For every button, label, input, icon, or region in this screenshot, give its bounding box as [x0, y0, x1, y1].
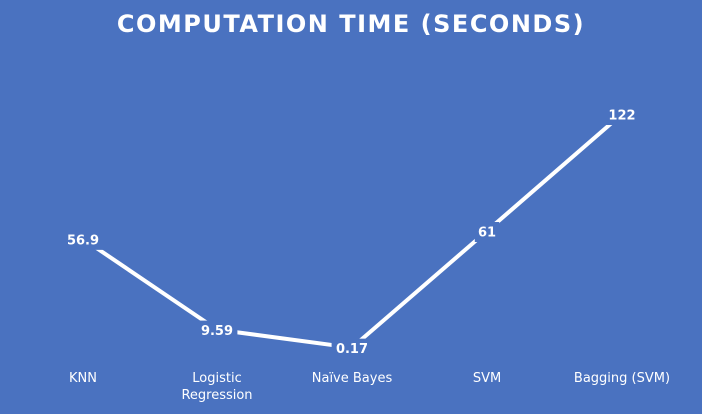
- chart-title: COMPUTATION TIME (SECONDS): [117, 10, 585, 38]
- series-line: [81, 112, 624, 350]
- data-label-3: 61: [478, 226, 496, 241]
- drop-lines: [82, 114, 623, 352]
- data-label-plate-4: [605, 105, 639, 125]
- data-labels: 56.9 9.59 0.17 61 122: [62, 105, 639, 359]
- data-points: [80, 111, 625, 351]
- x-tick-label-1-line-0: Logistic: [192, 371, 241, 386]
- data-label-plate-0: [62, 229, 104, 250]
- x-tick-label-0: KNN: [69, 371, 97, 386]
- data-label-plate-2: [331, 338, 373, 359]
- data-label-plate-3: [474, 222, 500, 242]
- data-label-0: 56.9: [67, 233, 99, 248]
- data-label-2: 0.17: [336, 342, 368, 357]
- x-tick-label-1-line-1: Regression: [181, 388, 252, 403]
- data-label-plate-1: [196, 320, 238, 341]
- x-tick-labels: KNN Logistic Regression Naïve Bayes SVM Baggi…: [69, 371, 670, 403]
- series-line-group: [81, 112, 624, 350]
- x-tick-label-3: SVM: [473, 371, 501, 386]
- data-label-1: 9.59: [201, 324, 233, 339]
- data-label-4: 122: [608, 109, 635, 124]
- x-tick-label-2: Naïve Bayes: [312, 371, 393, 386]
- x-tick-label-4: Bagging (SVM): [574, 371, 670, 386]
